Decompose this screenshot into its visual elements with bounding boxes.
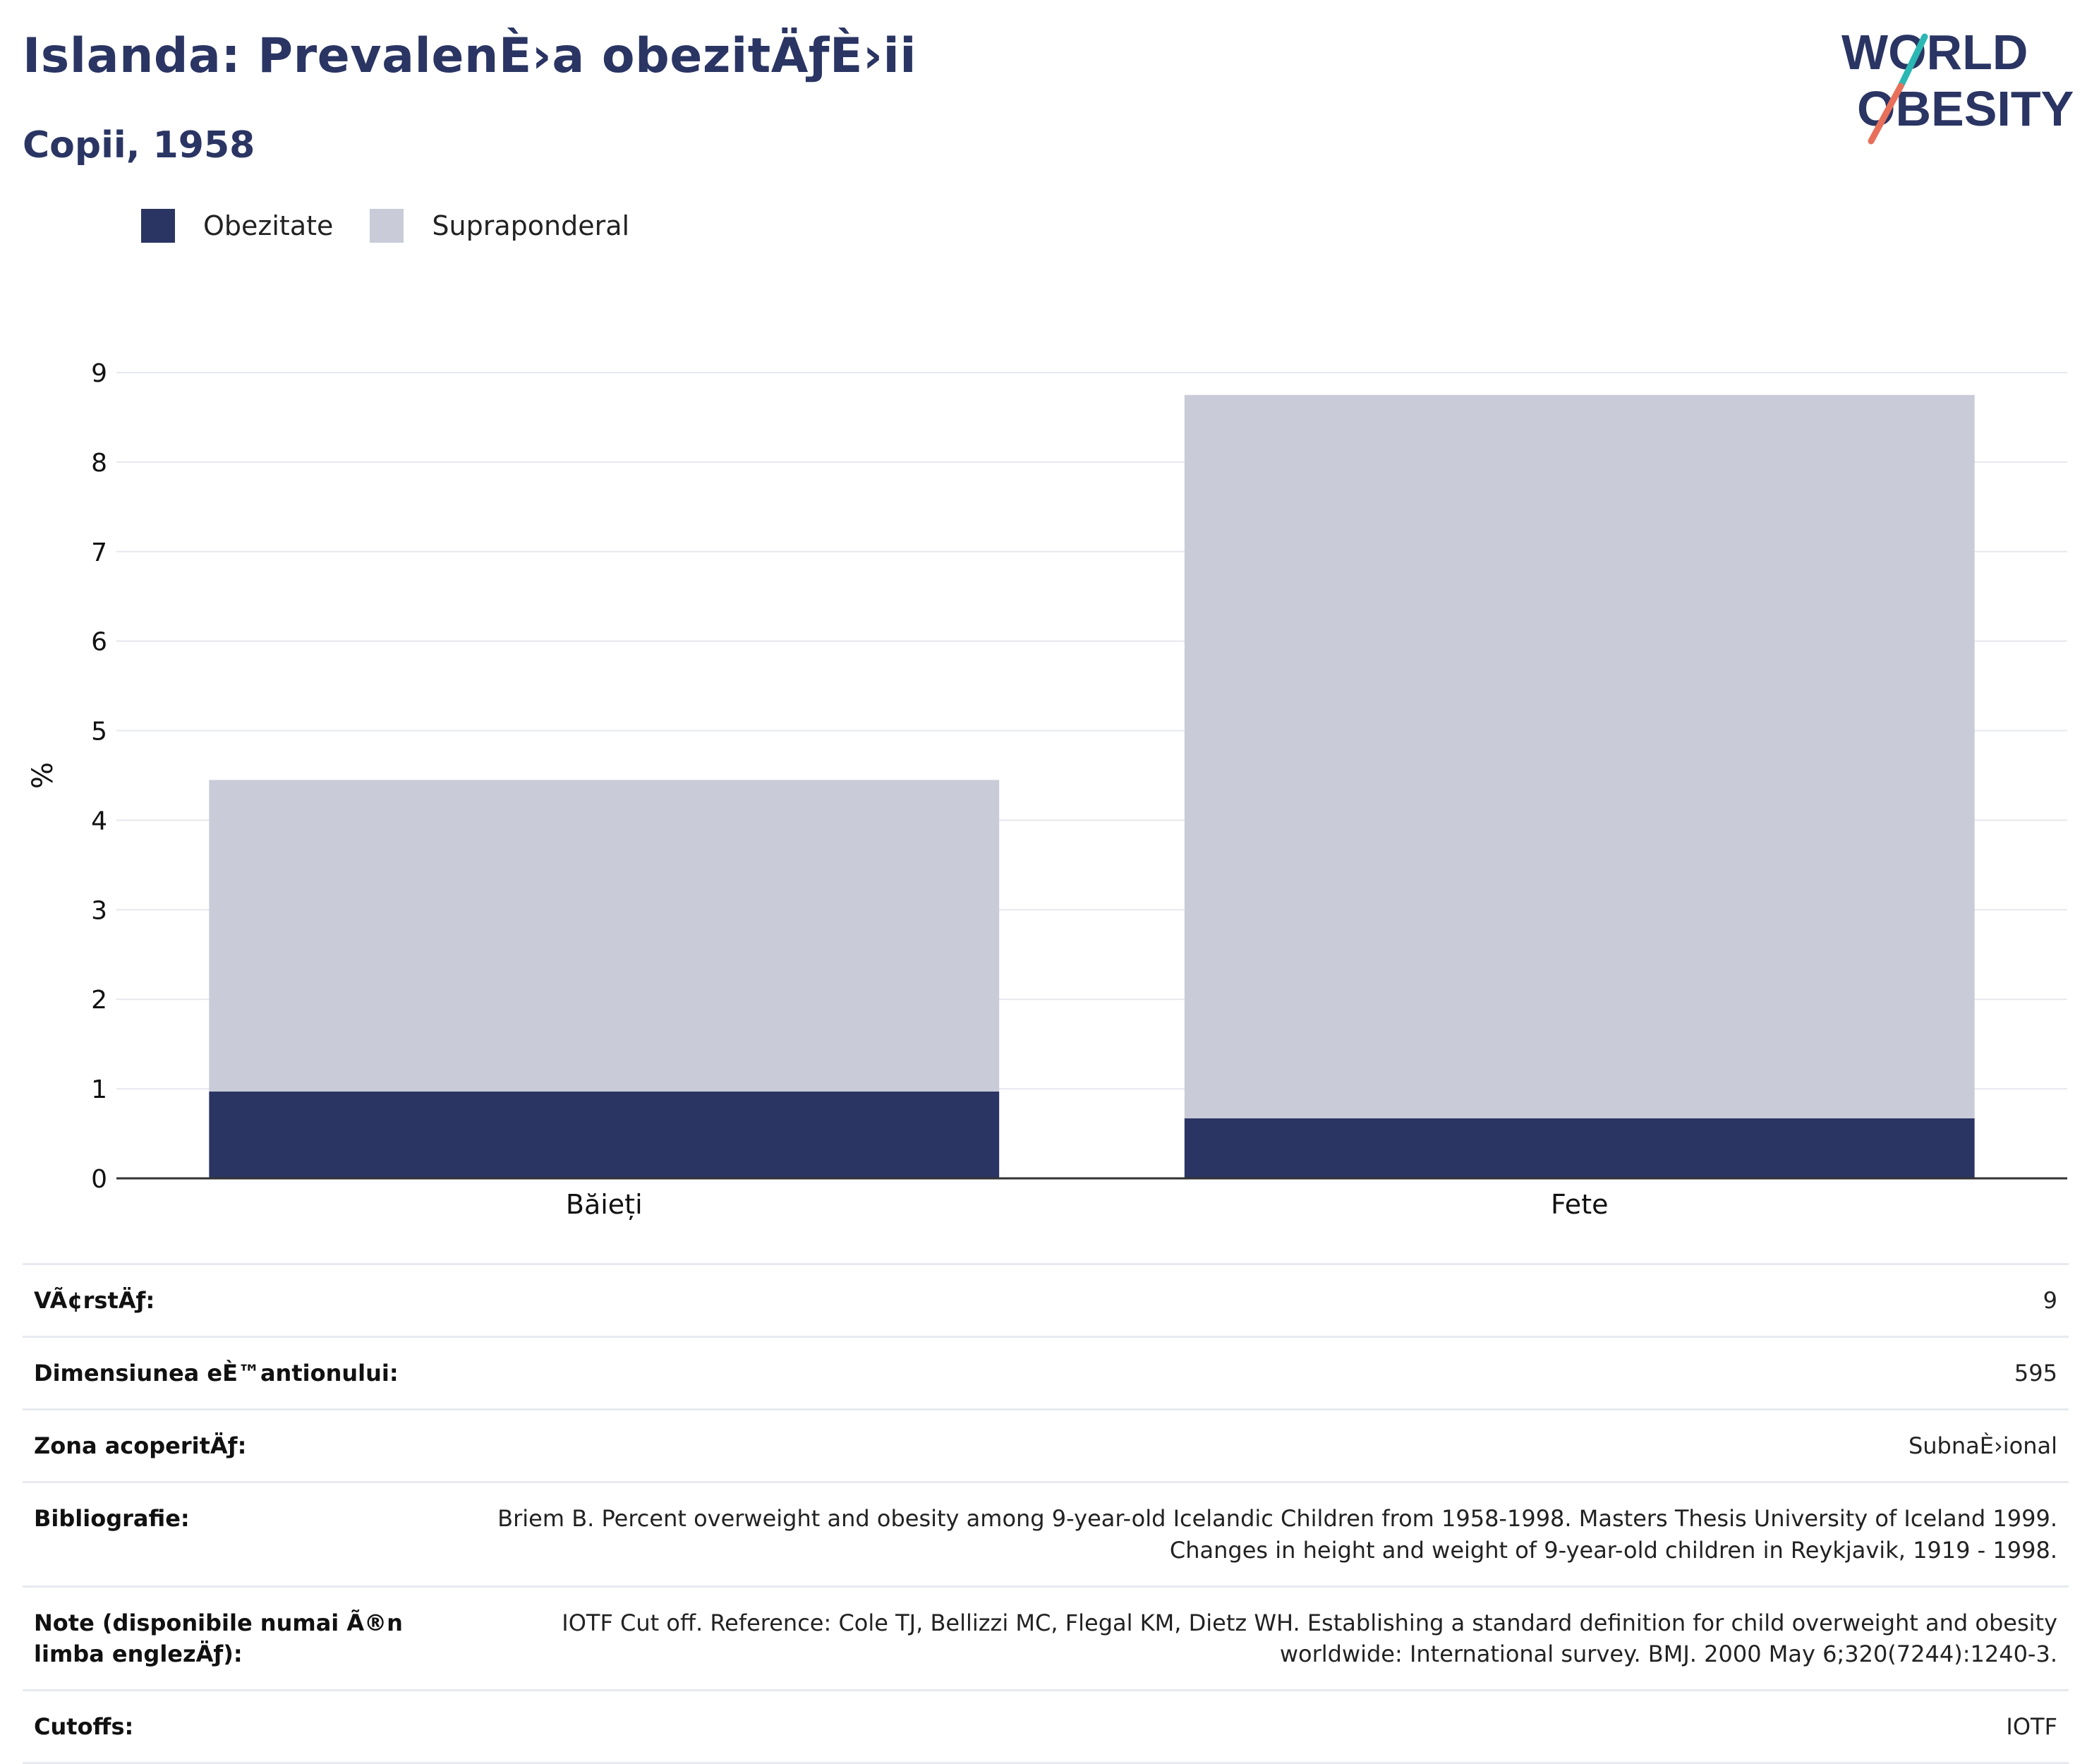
table-row: VÃ¢rstÄƒ: 9 [23, 1264, 2069, 1337]
bar-obesity [1184, 1118, 1975, 1178]
legend-swatch-overweight [370, 209, 404, 243]
bar-obesity [209, 1091, 1000, 1178]
table-row: Bibliografie: Briem B. Percent overweigh… [23, 1482, 2069, 1586]
y-tick-label: 6 [91, 628, 107, 657]
bar-overweight [1184, 394, 1975, 1118]
info-key-age: VÃ¢rstÄƒ: [34, 1287, 155, 1314]
y-tick-label: 7 [91, 538, 107, 567]
y-tick-label: 2 [91, 986, 107, 1015]
y-tick-label: 4 [91, 807, 107, 835]
page-subtitle: Copii, 1958 [23, 124, 255, 167]
info-key-coverage: Zona acoperitÄƒ: [34, 1432, 247, 1460]
legend-label-obesity: Obezitate [203, 210, 334, 241]
info-value-notes: IOTF Cut off. Reference: Cole TJ, Belliz… [562, 1609, 2057, 1667]
logo-word-world: WORLD [1841, 25, 2028, 80]
table-row: Cutoffs: IOTF [23, 1690, 2069, 1763]
page-title: Islanda: PrevalenÈ›a obezitÄƒÈ›ii [23, 28, 917, 84]
legend-swatch-obesity [141, 209, 175, 243]
legend-item-obesity[interactable]: Obezitate [141, 209, 333, 243]
info-key-sample-size: Dimensiunea eÈ™antionului: [34, 1360, 399, 1387]
y-axis-label: % [27, 762, 59, 789]
logo-word-obesity: OBESITY [1857, 81, 2074, 136]
legend-item-overweight[interactable]: Supraponderal [370, 209, 629, 243]
y-tick-label: 5 [91, 718, 107, 747]
logo-slash-coral [1868, 83, 1904, 145]
x-tick-label: Băieți [566, 1189, 643, 1220]
info-value-coverage: SubnaÈ›ional [1908, 1432, 2057, 1460]
y-tick-label: 8 [91, 449, 107, 478]
y-tick-label: 3 [91, 896, 107, 925]
table-row: Note (disponibile numai Ã®n limba englez… [23, 1586, 2069, 1690]
logo-slash-teal [1897, 33, 1928, 90]
y-tick-label: 0 [91, 1165, 107, 1194]
world-obesity-logo: WORLD OBESITY [1841, 25, 2074, 145]
info-table: VÃ¢rstÄƒ: 9 Dimensiunea eÈ™antionului: 5… [23, 1263, 2069, 1764]
bar-overweight [209, 780, 1000, 1092]
info-value-sample-size: 595 [2014, 1360, 2057, 1387]
table-row: Dimensiunea eÈ™antionului: 595 [23, 1336, 2069, 1410]
y-tick-label: 1 [91, 1075, 107, 1104]
table-row: Zona acoperitÄƒ: SubnaÈ›ional [23, 1409, 2069, 1482]
info-value-age: 9 [2043, 1287, 2057, 1314]
info-key-cutoffs: Cutoffs: [34, 1713, 134, 1741]
y-tick-label: 9 [91, 359, 107, 388]
chart-legend: Obezitate Supraponderal [141, 209, 666, 243]
legend-label-overweight: Supraponderal [432, 210, 630, 241]
bar-chart: 0 1 2 3 4 5 6 7 8 9 Băieți Fete% [27, 359, 2067, 1220]
info-key-notes: Note (disponibile numai Ã®n limba englez… [34, 1609, 403, 1667]
x-tick-label: Fete [1551, 1189, 1608, 1220]
info-key-bibliography: Bibliografie: [34, 1505, 190, 1533]
info-value-cutoffs: IOTF [2006, 1713, 2057, 1741]
info-value-bibliography: Briem B. Percent overweight and obesity … [497, 1505, 2057, 1564]
